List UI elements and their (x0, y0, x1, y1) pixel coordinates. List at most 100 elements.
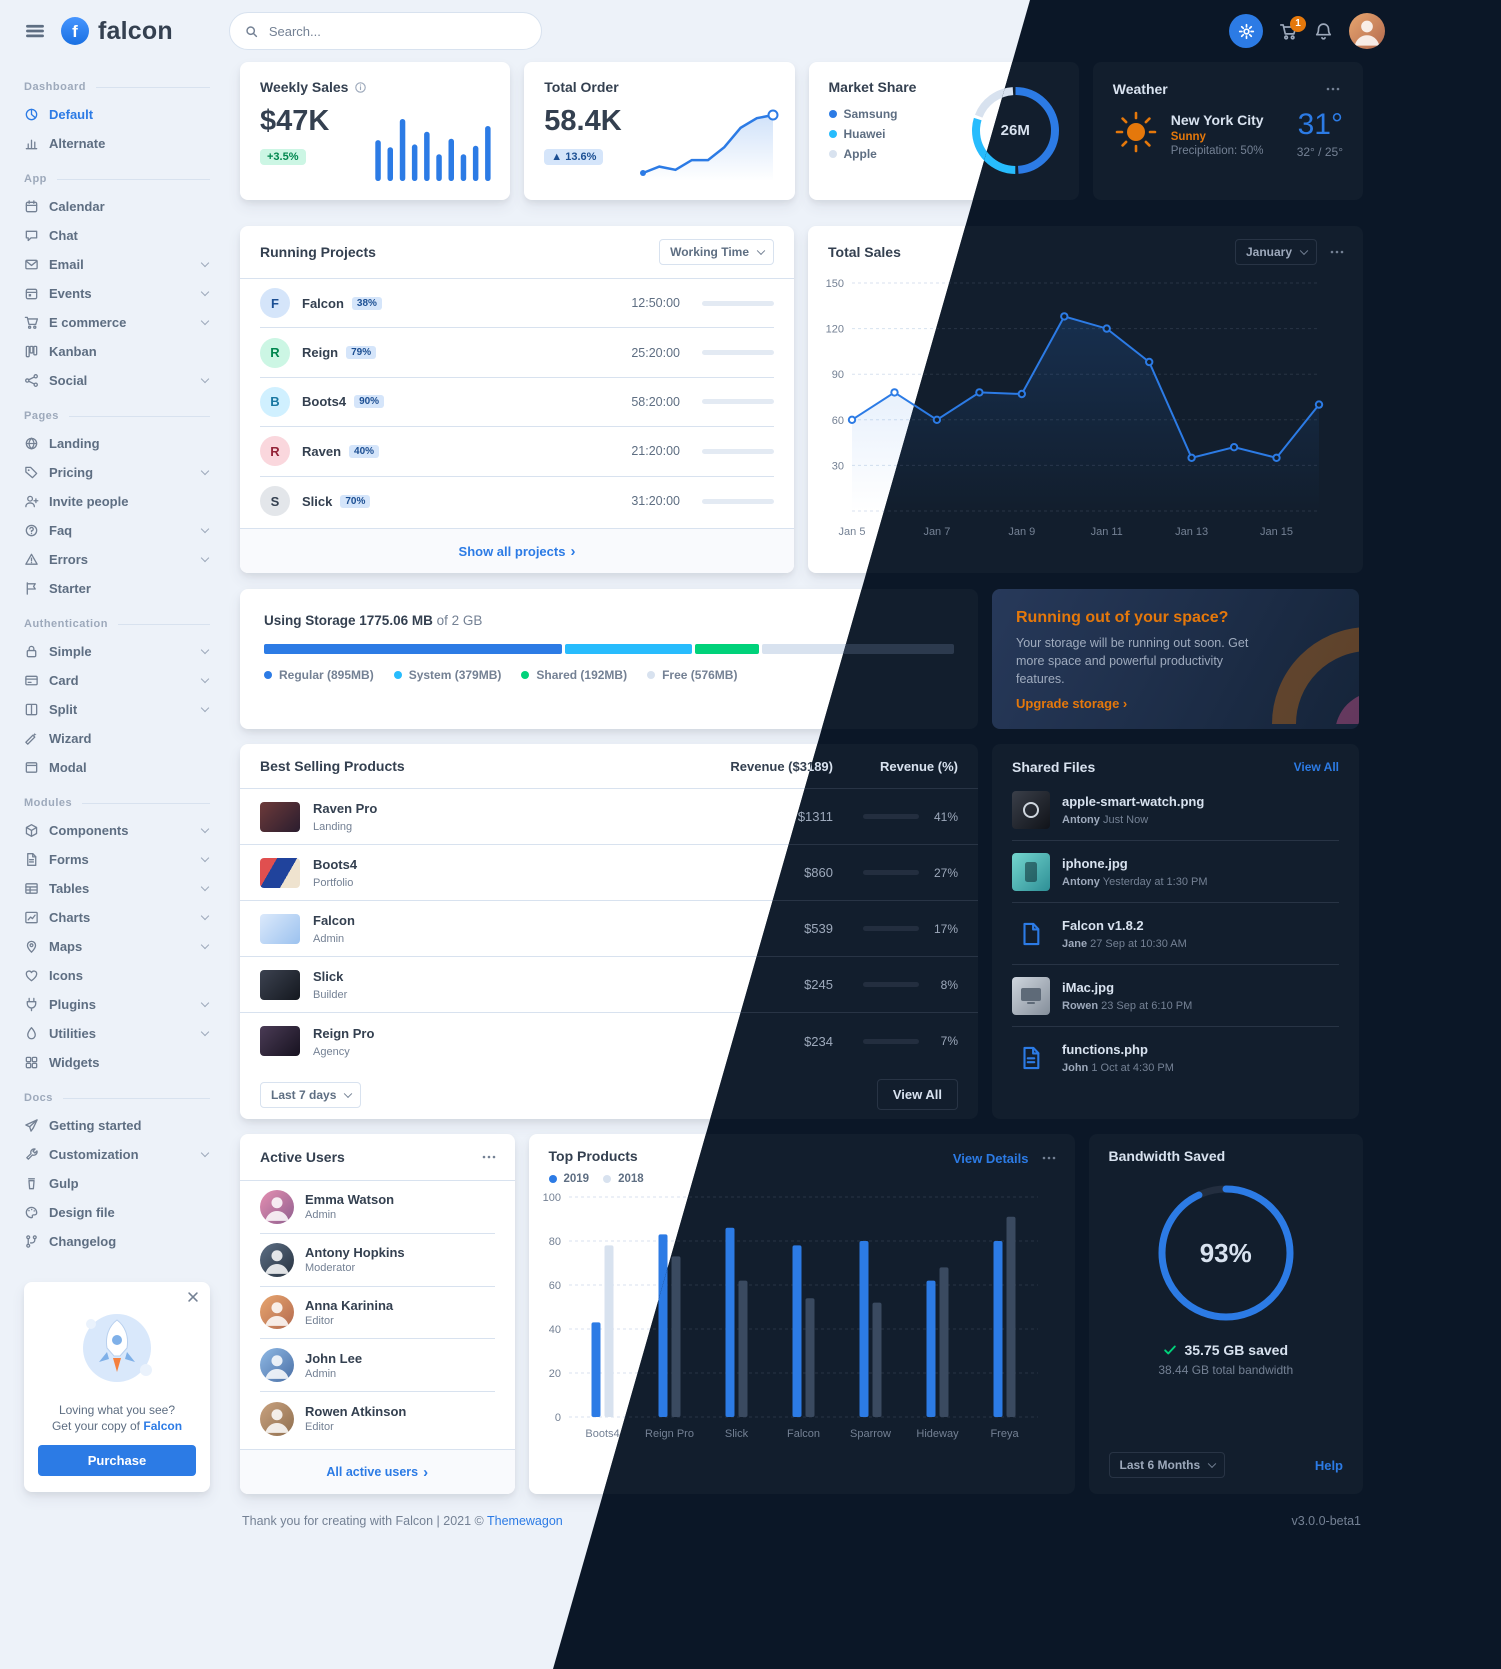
project-row[interactable]: F Falcon 38% 12:50:00 (260, 279, 774, 329)
sidebar-item-card[interactable]: Card (24, 666, 210, 695)
project-row[interactable]: R Raven 40% 21:20:00 (260, 427, 774, 477)
sidebar-item-events[interactable]: Events (24, 279, 210, 308)
sidebar-item-changelog[interactable]: Changelog (24, 1227, 210, 1256)
date-range-select[interactable]: Last 7 days (260, 1081, 362, 1108)
file-row[interactable]: Falcon v1.8.2 Jane 27 Sep at 10:30 AM (1012, 903, 1339, 965)
sidebar-item-gulp[interactable]: Gulp (24, 1169, 210, 1198)
settings-gear-icon[interactable] (1229, 14, 1263, 48)
sidebar-item-alternate[interactable]: Alternate (24, 129, 210, 158)
sidebar-item-wizard[interactable]: Wizard (24, 724, 210, 753)
themewagon-link[interactable]: Themewagon (487, 1514, 563, 1528)
sidebar-item-email[interactable]: Email (24, 250, 210, 279)
product-name[interactable]: Slick (313, 969, 344, 984)
sidebar-item-invite-people[interactable]: Invite people (24, 487, 210, 516)
user-avatar[interactable] (1349, 13, 1385, 49)
view-details-link[interactable]: View Details (952, 1150, 1029, 1166)
file-row[interactable]: functions.php John 1 Oct at 4:30 PM (1012, 1027, 1339, 1088)
sidebar-item-design-file[interactable]: Design file (24, 1198, 210, 1227)
info-icon[interactable] (354, 81, 367, 94)
sidebar-item-widgets[interactable]: Widgets (24, 1048, 210, 1077)
search-input[interactable] (266, 22, 526, 40)
falcon-link[interactable]: Falcon (143, 1419, 183, 1433)
sidebar-item-default[interactable]: Default (24, 100, 210, 129)
sidebar-item-errors[interactable]: Errors (24, 545, 210, 574)
card-menu-icon[interactable] (479, 1147, 499, 1167)
falcon-logo[interactable]: f falcon (60, 16, 173, 46)
project-row[interactable]: S Slick 70% 31:20:00 (260, 477, 774, 526)
file-name[interactable]: Falcon v1.8.2 (1062, 918, 1144, 933)
period-select[interactable]: Last 6 Months (1108, 1452, 1226, 1478)
sidebar-item-pricing[interactable]: Pricing (24, 458, 210, 487)
product-name[interactable]: Reign Pro (313, 1025, 375, 1041)
product-row[interactable]: Raven Pro Landing $1311 41% (240, 789, 978, 845)
file-name[interactable]: apple-smart-watch.png (1062, 794, 1205, 809)
file-row[interactable]: iphone.jpg Antony Yesterday at 1:30 PM (1012, 841, 1339, 903)
sidebar-item-chat[interactable]: Chat (24, 221, 210, 250)
storage-legend: Regular (895MB) System (379MB) Shared (1… (264, 668, 954, 682)
file-row[interactable]: iMac.jpg Rowen 23 Sep at 6:10 PM (1012, 965, 1339, 1027)
file-name[interactable]: iphone.jpg (1062, 856, 1128, 871)
project-time: 12:50:00 (631, 296, 680, 311)
product-category: Landing (313, 821, 353, 833)
product-name[interactable]: Falcon (313, 913, 355, 928)
purchase-button[interactable]: Purchase (38, 1445, 196, 1476)
help-link[interactable]: Help (1314, 1457, 1343, 1473)
project-row[interactable]: B Boots4 90% 58:20:00 (260, 378, 774, 428)
sidebar-item-plugins[interactable]: Plugins (24, 990, 210, 1019)
upgrade-storage-link[interactable]: Upgrade storage › (1016, 696, 1128, 712)
all-active-users-link[interactable]: All active users (326, 1465, 419, 1479)
sidebar-item-kanban[interactable]: Kanban (24, 337, 210, 366)
card-menu-icon[interactable] (1039, 1148, 1059, 1168)
sidebar-item-calendar[interactable]: Calendar (24, 192, 210, 221)
working-time-select[interactable]: Working Time (659, 239, 774, 265)
view-all-button[interactable]: View All (876, 1079, 958, 1110)
sidebar-item-faq[interactable]: Faq (24, 516, 210, 545)
sidebar-item-forms[interactable]: Forms (24, 845, 210, 874)
sidebar-item-ecommerce[interactable]: E commerce (24, 308, 210, 337)
chevron-down-icon (201, 260, 210, 269)
view-all-link[interactable]: View All (1293, 760, 1339, 774)
sidebar-item-charts[interactable]: Charts (24, 903, 210, 932)
sidebar-item-simple[interactable]: Simple (24, 637, 210, 666)
sidebar-item-components[interactable]: Components (24, 816, 210, 845)
card-menu-icon[interactable] (1323, 79, 1343, 99)
show-all-projects-link[interactable]: Show all projects (458, 543, 566, 559)
notifications-bell-icon[interactable] (1314, 22, 1333, 41)
sidebar-item-getting-started[interactable]: Getting started (24, 1111, 210, 1140)
file-name[interactable]: functions.php (1062, 1042, 1148, 1057)
file-row[interactable]: apple-smart-watch.png Antony Just Now (1012, 779, 1339, 841)
product-name[interactable]: Raven Pro (313, 801, 378, 816)
cart-icon[interactable]: 1 (1279, 15, 1306, 41)
legend-item-2018[interactable]: 2018 (603, 1173, 644, 1185)
sidebar-item-modal[interactable]: Modal (24, 753, 210, 782)
card-menu-icon[interactable] (1327, 242, 1347, 262)
legend-item-2019[interactable]: 2019 (548, 1173, 589, 1185)
sidebar-item-maps[interactable]: Maps (24, 932, 210, 961)
sidebar-item-utilities[interactable]: Utilities (24, 1019, 210, 1048)
sidebar-item-starter[interactable]: Starter (24, 574, 210, 603)
sidebar-item-icons[interactable]: Icons (24, 961, 210, 990)
huawei-dot (828, 130, 837, 138)
sidebar-item-social[interactable]: Social (24, 366, 210, 395)
file-thumbnail (1012, 852, 1050, 891)
month-select[interactable]: January (1234, 239, 1317, 265)
sidebar-item-landing[interactable]: Landing (24, 429, 210, 458)
sidebar-item-tables[interactable]: Tables (24, 874, 210, 903)
project-row[interactable]: R Reign 79% 25:20:00 (260, 328, 774, 378)
menu-toggle-icon[interactable] (22, 18, 48, 44)
product-name[interactable]: Boots4 (313, 857, 358, 872)
sidebar-item-split[interactable]: Split (24, 695, 210, 724)
project-percent-badge: 79% (346, 346, 377, 360)
sidebar-item-customization[interactable]: Customization (24, 1140, 210, 1169)
file-name[interactable]: iMac.jpg (1062, 980, 1115, 995)
project-name: Raven (302, 443, 342, 459)
close-icon[interactable] (186, 1290, 200, 1304)
